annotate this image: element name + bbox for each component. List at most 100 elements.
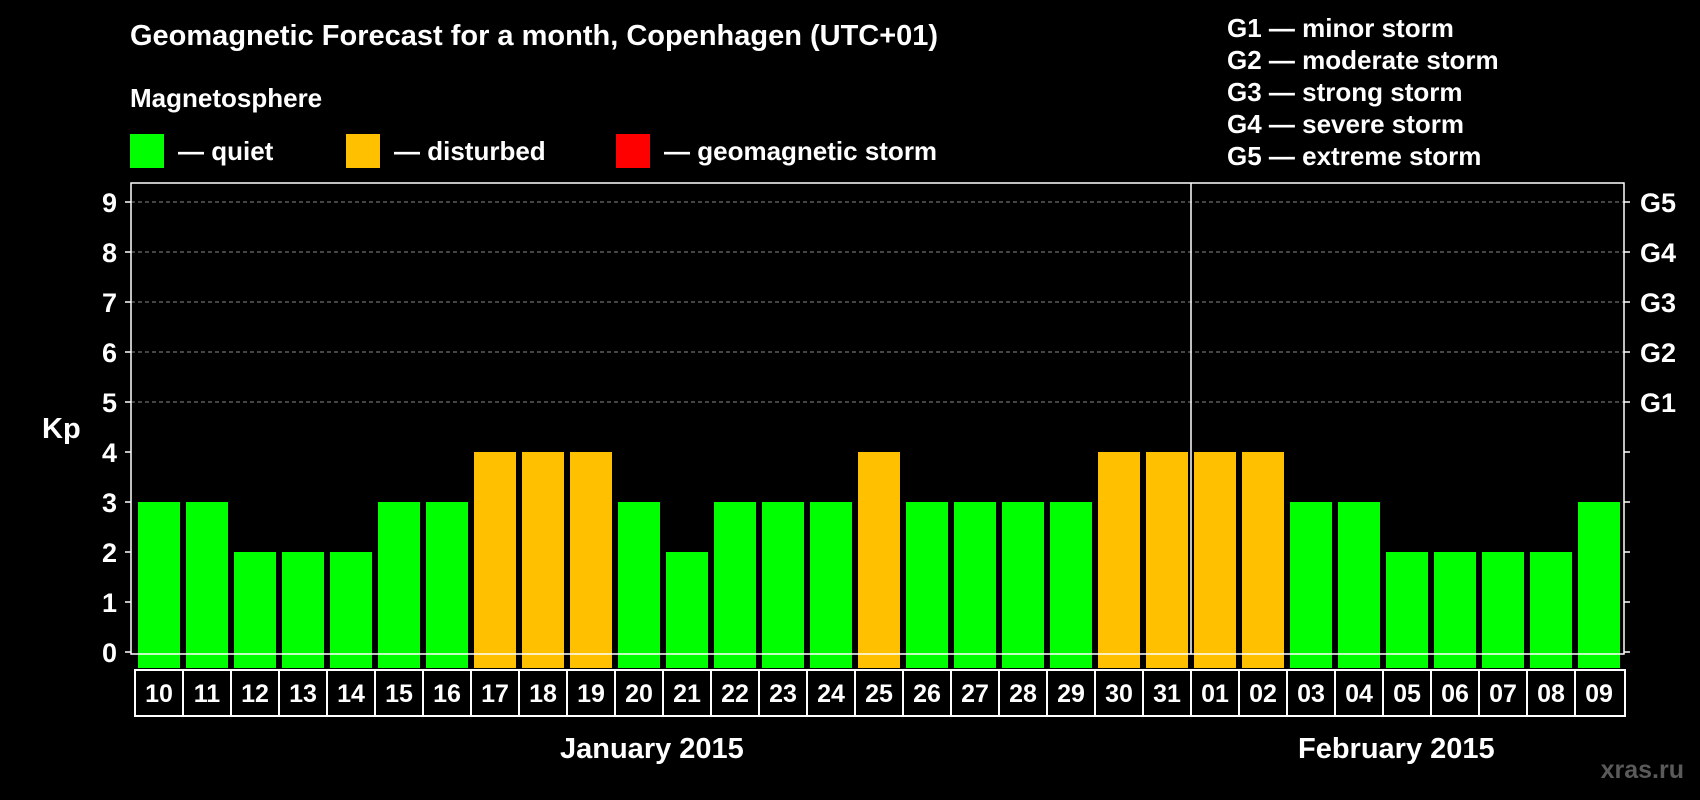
date-label-15: 15 xyxy=(385,680,413,708)
date-label-16: 16 xyxy=(433,680,461,708)
bar-19 xyxy=(570,452,612,668)
month-label-february: February 2015 xyxy=(1298,733,1495,765)
legend-item-quiet: — quiet xyxy=(130,134,273,168)
ytick-label-2: 2 xyxy=(102,538,117,568)
bar-30 xyxy=(1098,452,1140,668)
bar-12 xyxy=(234,552,276,668)
bar-14 xyxy=(330,552,372,668)
legend-item-disturbed: — disturbed xyxy=(346,134,546,168)
bar-22 xyxy=(714,502,756,668)
legend-label-storm: — geomagnetic storm xyxy=(664,135,938,166)
watermark: xras.ru xyxy=(1600,756,1684,784)
ytick-label-6: 6 xyxy=(102,338,117,368)
bar-07 xyxy=(1482,552,1524,668)
ytick-label-0: 0 xyxy=(102,638,117,668)
date-label-05: 05 xyxy=(1393,680,1421,708)
bar-23 xyxy=(762,502,804,668)
storm-scale-g2: G2 — moderate storm xyxy=(1227,45,1499,75)
ytick-label-9: 9 xyxy=(102,188,117,218)
bar-06 xyxy=(1434,552,1476,668)
date-label-23: 23 xyxy=(769,680,797,708)
date-label-24: 24 xyxy=(817,680,845,708)
bar-21 xyxy=(666,552,708,668)
date-label-14: 14 xyxy=(337,680,365,708)
bar-09 xyxy=(1578,502,1620,668)
date-label-27: 27 xyxy=(961,680,989,708)
ytick-label-5: 5 xyxy=(102,388,117,418)
bar-15 xyxy=(378,502,420,668)
date-label-25: 25 xyxy=(865,680,893,708)
date-label-01: 01 xyxy=(1201,680,1229,708)
legend-label-disturbed: — disturbed xyxy=(394,135,546,166)
date-row-frame xyxy=(134,669,1626,717)
bar-26 xyxy=(906,502,948,668)
month-label-january: January 2015 xyxy=(560,733,744,765)
legend-label-quiet: — quiet xyxy=(178,135,274,166)
storm-axis-label-G4: G4 xyxy=(1640,238,1676,268)
ytick-label-3: 3 xyxy=(102,488,117,518)
storm-axis-label-G1: G1 xyxy=(1640,388,1676,418)
date-label-20: 20 xyxy=(625,680,653,708)
date-label-07: 07 xyxy=(1489,680,1517,708)
ytick-label-8: 8 xyxy=(102,238,117,268)
bar-24 xyxy=(810,502,852,668)
date-label-08: 08 xyxy=(1537,680,1565,708)
quiet-swatch xyxy=(130,134,164,168)
storm-swatch xyxy=(616,134,650,168)
legend-item-storm: — geomagnetic storm xyxy=(616,134,937,168)
date-label-11: 11 xyxy=(194,680,221,708)
bar-11 xyxy=(186,502,228,668)
date-label-10: 10 xyxy=(145,680,173,708)
bar-01 xyxy=(1194,452,1236,668)
date-label-09: 09 xyxy=(1585,680,1613,708)
storm-scale-g5: G5 — extreme storm xyxy=(1227,141,1482,171)
date-label-28: 28 xyxy=(1009,680,1037,708)
date-label-29: 29 xyxy=(1057,680,1085,708)
date-label-02: 02 xyxy=(1249,680,1277,708)
bar-28 xyxy=(1002,502,1044,668)
date-label-12: 12 xyxy=(241,680,269,708)
bar-13 xyxy=(282,552,324,668)
bar-05 xyxy=(1386,552,1428,668)
disturbed-swatch xyxy=(346,134,380,168)
bar-10 xyxy=(138,502,180,668)
bar-04 xyxy=(1338,502,1380,668)
date-label-26: 26 xyxy=(913,680,941,708)
date-label-30: 30 xyxy=(1105,680,1133,708)
chart-title: Geomagnetic Forecast for a month, Copenh… xyxy=(130,20,939,52)
date-label-13: 13 xyxy=(289,680,317,708)
bar-08 xyxy=(1530,552,1572,668)
ytick-label-1: 1 xyxy=(102,588,117,618)
date-label-04: 04 xyxy=(1345,680,1373,708)
bar-17 xyxy=(474,452,516,668)
date-label-18: 18 xyxy=(529,680,557,708)
storm-scale-legend: G1 — minor storm G2 — moderate storm G3 … xyxy=(1227,12,1499,172)
plot-frame xyxy=(130,182,1625,655)
bar-25 xyxy=(858,452,900,668)
y-axis-label: Kp xyxy=(42,413,81,445)
bar-20 xyxy=(618,502,660,668)
date-label-21: 21 xyxy=(673,680,701,708)
date-label-19: 19 xyxy=(577,680,605,708)
ytick-label-7: 7 xyxy=(102,288,117,318)
date-label-03: 03 xyxy=(1297,680,1325,708)
bar-02 xyxy=(1242,452,1284,668)
storm-axis-label-G2: G2 xyxy=(1640,338,1676,368)
storm-scale-g1: G1 — minor storm xyxy=(1227,13,1454,43)
legend-heading: Magnetosphere xyxy=(130,83,323,113)
ytick-label-4: 4 xyxy=(102,438,117,468)
bar-29 xyxy=(1050,502,1092,668)
storm-scale-g4: G4 — severe storm xyxy=(1227,109,1465,139)
bar-03 xyxy=(1290,502,1332,668)
storm-scale-g3: G3 — strong storm xyxy=(1227,77,1463,107)
bar-18 xyxy=(522,452,564,668)
bar-31 xyxy=(1146,452,1188,668)
storm-axis-label-G3: G3 xyxy=(1640,288,1676,318)
bar-27 xyxy=(954,502,996,668)
bar-16 xyxy=(426,502,468,668)
date-label-17: 17 xyxy=(481,680,509,708)
date-label-06: 06 xyxy=(1441,680,1469,708)
storm-axis-label-G5: G5 xyxy=(1640,188,1676,218)
date-label-22: 22 xyxy=(721,680,749,708)
